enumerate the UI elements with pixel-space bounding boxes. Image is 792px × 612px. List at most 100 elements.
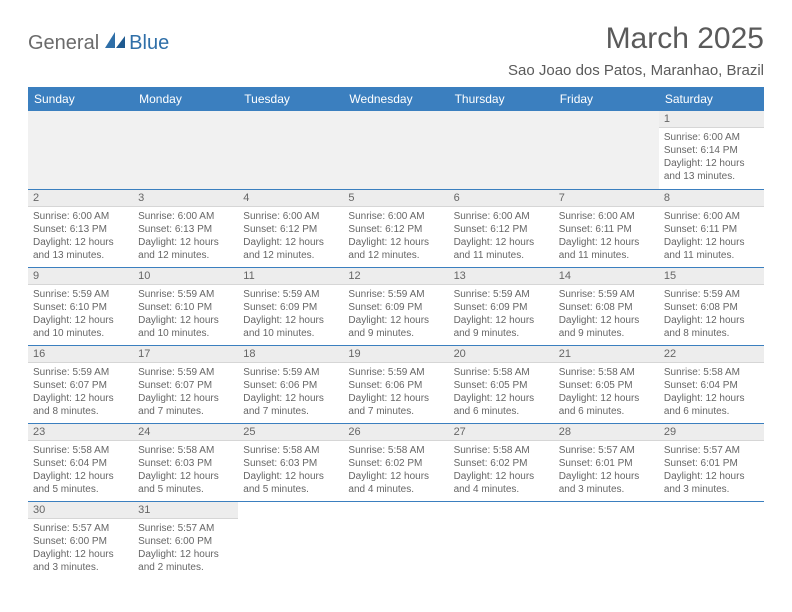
day-details: Sunrise: 5:57 AMSunset: 6:01 PMDaylight:…	[554, 441, 659, 500]
calendar-week-row: 9Sunrise: 5:59 AMSunset: 6:10 PMDaylight…	[28, 267, 764, 345]
day-number: 23	[28, 424, 133, 441]
day-number: 10	[133, 268, 238, 285]
day-number: 7	[554, 190, 659, 207]
calendar-empty-cell	[554, 501, 659, 579]
day-number: 9	[28, 268, 133, 285]
day-number: 13	[449, 268, 554, 285]
calendar-day-cell: 14Sunrise: 5:59 AMSunset: 6:08 PMDayligh…	[554, 267, 659, 345]
day-number: 16	[28, 346, 133, 363]
calendar-day-cell: 17Sunrise: 5:59 AMSunset: 6:07 PMDayligh…	[133, 345, 238, 423]
calendar-day-cell: 8Sunrise: 6:00 AMSunset: 6:11 PMDaylight…	[659, 189, 764, 267]
calendar-empty-cell	[449, 501, 554, 579]
day-details: Sunrise: 5:59 AMSunset: 6:07 PMDaylight:…	[28, 363, 133, 422]
sail-icon	[103, 30, 127, 55]
calendar-day-cell: 9Sunrise: 5:59 AMSunset: 6:10 PMDaylight…	[28, 267, 133, 345]
day-number: 29	[659, 424, 764, 441]
day-number: 20	[449, 346, 554, 363]
calendar-day-cell: 24Sunrise: 5:58 AMSunset: 6:03 PMDayligh…	[133, 423, 238, 501]
calendar-day-cell: 19Sunrise: 5:59 AMSunset: 6:06 PMDayligh…	[343, 345, 448, 423]
day-details: Sunrise: 6:00 AMSunset: 6:12 PMDaylight:…	[449, 207, 554, 266]
day-details: Sunrise: 5:58 AMSunset: 6:05 PMDaylight:…	[554, 363, 659, 422]
calendar-day-cell: 15Sunrise: 5:59 AMSunset: 6:08 PMDayligh…	[659, 267, 764, 345]
day-details: Sunrise: 6:00 AMSunset: 6:12 PMDaylight:…	[238, 207, 343, 266]
weekday-header: Thursday	[449, 87, 554, 111]
calendar-empty-cell	[343, 501, 448, 579]
weekday-header: Saturday	[659, 87, 764, 111]
day-number: 30	[28, 502, 133, 519]
day-number: 25	[238, 424, 343, 441]
day-details: Sunrise: 6:00 AMSunset: 6:13 PMDaylight:…	[28, 207, 133, 266]
day-details: Sunrise: 5:58 AMSunset: 6:04 PMDaylight:…	[28, 441, 133, 500]
day-number: 27	[449, 424, 554, 441]
day-details: Sunrise: 6:00 AMSunset: 6:11 PMDaylight:…	[554, 207, 659, 266]
calendar-day-cell: 27Sunrise: 5:58 AMSunset: 6:02 PMDayligh…	[449, 423, 554, 501]
day-details: Sunrise: 5:58 AMSunset: 6:02 PMDaylight:…	[343, 441, 448, 500]
day-number: 4	[238, 190, 343, 207]
day-number: 24	[133, 424, 238, 441]
header: General Blue March 2025 Sao Joao dos Pat…	[28, 22, 764, 79]
day-details: Sunrise: 5:59 AMSunset: 6:06 PMDaylight:…	[343, 363, 448, 422]
day-details: Sunrise: 5:58 AMSunset: 6:02 PMDaylight:…	[449, 441, 554, 500]
day-number: 19	[343, 346, 448, 363]
calendar-day-cell: 6Sunrise: 6:00 AMSunset: 6:12 PMDaylight…	[449, 189, 554, 267]
day-number: 3	[133, 190, 238, 207]
day-number: 15	[659, 268, 764, 285]
calendar-week-row: 2Sunrise: 6:00 AMSunset: 6:13 PMDaylight…	[28, 189, 764, 267]
day-number: 2	[28, 190, 133, 207]
calendar-empty-cell	[133, 111, 238, 189]
calendar-day-cell: 3Sunrise: 6:00 AMSunset: 6:13 PMDaylight…	[133, 189, 238, 267]
calendar-day-cell: 2Sunrise: 6:00 AMSunset: 6:13 PMDaylight…	[28, 189, 133, 267]
day-number: 12	[343, 268, 448, 285]
weekday-header-row: SundayMondayTuesdayWednesdayThursdayFrid…	[28, 87, 764, 111]
day-number: 1	[659, 111, 764, 128]
weekday-header: Tuesday	[238, 87, 343, 111]
calendar-day-cell: 26Sunrise: 5:58 AMSunset: 6:02 PMDayligh…	[343, 423, 448, 501]
day-details: Sunrise: 5:59 AMSunset: 6:10 PMDaylight:…	[28, 285, 133, 344]
calendar-day-cell: 25Sunrise: 5:58 AMSunset: 6:03 PMDayligh…	[238, 423, 343, 501]
calendar-week-row: 23Sunrise: 5:58 AMSunset: 6:04 PMDayligh…	[28, 423, 764, 501]
day-details: Sunrise: 5:57 AMSunset: 6:00 PMDaylight:…	[28, 519, 133, 578]
day-details: Sunrise: 6:00 AMSunset: 6:13 PMDaylight:…	[133, 207, 238, 266]
day-number: 6	[449, 190, 554, 207]
calendar-week-row: 1Sunrise: 6:00 AMSunset: 6:14 PMDaylight…	[28, 111, 764, 189]
day-details: Sunrise: 5:59 AMSunset: 6:10 PMDaylight:…	[133, 285, 238, 344]
calendar-day-cell: 7Sunrise: 6:00 AMSunset: 6:11 PMDaylight…	[554, 189, 659, 267]
title-block: March 2025 Sao Joao dos Patos, Maranhao,…	[508, 22, 764, 79]
weekday-header: Sunday	[28, 87, 133, 111]
logo-text-blue: Blue	[129, 32, 169, 55]
calendar-day-cell: 23Sunrise: 5:58 AMSunset: 6:04 PMDayligh…	[28, 423, 133, 501]
day-number: 5	[343, 190, 448, 207]
day-details: Sunrise: 5:57 AMSunset: 6:01 PMDaylight:…	[659, 441, 764, 500]
day-details: Sunrise: 6:00 AMSunset: 6:12 PMDaylight:…	[343, 207, 448, 266]
calendar-day-cell: 18Sunrise: 5:59 AMSunset: 6:06 PMDayligh…	[238, 345, 343, 423]
logo-text-general: General	[28, 32, 99, 55]
calendar-day-cell: 31Sunrise: 5:57 AMSunset: 6:00 PMDayligh…	[133, 501, 238, 579]
day-details: Sunrise: 5:58 AMSunset: 6:05 PMDaylight:…	[449, 363, 554, 422]
calendar-empty-cell	[238, 111, 343, 189]
day-number: 31	[133, 502, 238, 519]
calendar-empty-cell	[238, 501, 343, 579]
day-details: Sunrise: 5:59 AMSunset: 6:09 PMDaylight:…	[449, 285, 554, 344]
day-details: Sunrise: 5:59 AMSunset: 6:06 PMDaylight:…	[238, 363, 343, 422]
calendar-day-cell: 5Sunrise: 6:00 AMSunset: 6:12 PMDaylight…	[343, 189, 448, 267]
calendar-empty-cell	[449, 111, 554, 189]
day-details: Sunrise: 5:58 AMSunset: 6:03 PMDaylight:…	[133, 441, 238, 500]
day-number: 11	[238, 268, 343, 285]
day-number: 18	[238, 346, 343, 363]
day-number: 8	[659, 190, 764, 207]
logo: General Blue	[28, 22, 169, 57]
day-number: 14	[554, 268, 659, 285]
day-number: 28	[554, 424, 659, 441]
calendar-empty-cell	[554, 111, 659, 189]
day-details: Sunrise: 5:59 AMSunset: 6:09 PMDaylight:…	[343, 285, 448, 344]
month-title: March 2025	[508, 22, 764, 56]
day-details: Sunrise: 5:58 AMSunset: 6:04 PMDaylight:…	[659, 363, 764, 422]
day-number: 17	[133, 346, 238, 363]
calendar-day-cell: 20Sunrise: 5:58 AMSunset: 6:05 PMDayligh…	[449, 345, 554, 423]
day-number: 21	[554, 346, 659, 363]
calendar-week-row: 30Sunrise: 5:57 AMSunset: 6:00 PMDayligh…	[28, 501, 764, 579]
day-details: Sunrise: 5:59 AMSunset: 6:08 PMDaylight:…	[554, 285, 659, 344]
weekday-header: Monday	[133, 87, 238, 111]
calendar-day-cell: 12Sunrise: 5:59 AMSunset: 6:09 PMDayligh…	[343, 267, 448, 345]
calendar-day-cell: 10Sunrise: 5:59 AMSunset: 6:10 PMDayligh…	[133, 267, 238, 345]
